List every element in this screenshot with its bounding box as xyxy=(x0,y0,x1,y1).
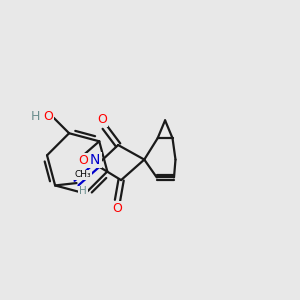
Text: N: N xyxy=(90,153,101,167)
Text: H: H xyxy=(79,186,87,197)
Text: O: O xyxy=(98,113,107,126)
Text: O: O xyxy=(44,110,53,123)
Text: O: O xyxy=(112,202,122,214)
Text: H: H xyxy=(31,110,40,123)
Text: CH₃: CH₃ xyxy=(75,170,91,179)
Text: O: O xyxy=(78,154,88,167)
